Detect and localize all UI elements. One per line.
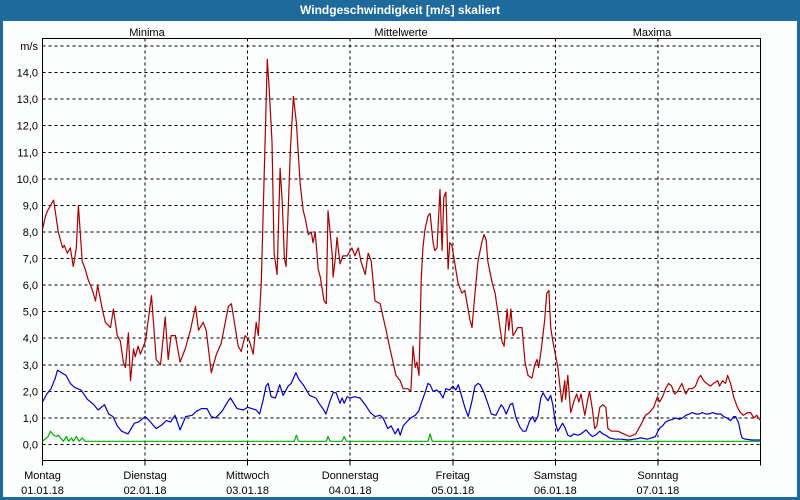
- page-title: Windgeschwindigkeit [m/s] skaliert: [300, 3, 500, 17]
- x-axis-date-label: 06.01.18: [534, 485, 577, 497]
- x-axis-day-label: Samstag: [534, 470, 577, 482]
- x-axis-date-label: 03.01.18: [226, 485, 269, 497]
- x-axis-date-label: 07.01.18: [636, 485, 679, 497]
- y-axis-tick-label: 5,0: [23, 307, 38, 319]
- y-axis-tick-label: 10,0: [17, 174, 38, 186]
- x-axis-date-label: 02.01.18: [124, 485, 167, 497]
- y-axis-tick-label: 2,0: [23, 386, 38, 398]
- x-axis-day-label: Sonntag: [637, 470, 678, 482]
- y-axis-tick-label: 8,0: [23, 227, 38, 239]
- plot-border: [42, 38, 761, 461]
- legend-item-mittelwerte: Mittelwerte: [374, 27, 427, 39]
- y-axis-tick-label: 6,0: [23, 280, 38, 292]
- y-axis-tick-label: 3,0: [23, 360, 38, 372]
- x-axis-date-label: 04.01.18: [329, 485, 372, 497]
- x-axis-date-label: 01.01.18: [21, 485, 64, 497]
- y-axis-tick-label: 1,0: [23, 413, 38, 425]
- y-axis-tick-label: 14,0: [17, 68, 38, 80]
- y-axis-unit-label: m/s: [20, 41, 38, 53]
- x-axis-day-label: Montag: [24, 470, 61, 482]
- y-axis-tick-label: 9,0: [23, 200, 38, 212]
- y-axis-tick-label: 7,0: [23, 254, 38, 266]
- series-line-mittelwerte: [41, 369, 761, 441]
- legend-item-maxima: Maxima: [633, 27, 672, 39]
- title-bar: Windgeschwindigkeit [m/s] skaliert: [0, 0, 800, 21]
- y-axis-tick-label: 12,0: [17, 121, 38, 133]
- x-axis-day-label: Mittwoch: [226, 470, 269, 482]
- x-axis-day-label: Dienstag: [123, 470, 166, 482]
- legend-item-minima: Minima: [129, 27, 165, 39]
- y-axis-tick-label: 11,0: [17, 147, 38, 159]
- y-axis-tick-label: 4,0: [23, 333, 38, 345]
- x-axis-day-label: Donnerstag: [322, 470, 379, 482]
- x-axis-date-label: 05.01.18: [431, 485, 474, 497]
- series-line-minima: [42, 430, 761, 442]
- y-axis-tick-label: 0,0: [23, 440, 38, 452]
- x-axis-day-label: Freitag: [436, 470, 470, 482]
- y-axis-tick-label: 13,0: [17, 94, 38, 106]
- series-line-maxima: [41, 58, 761, 438]
